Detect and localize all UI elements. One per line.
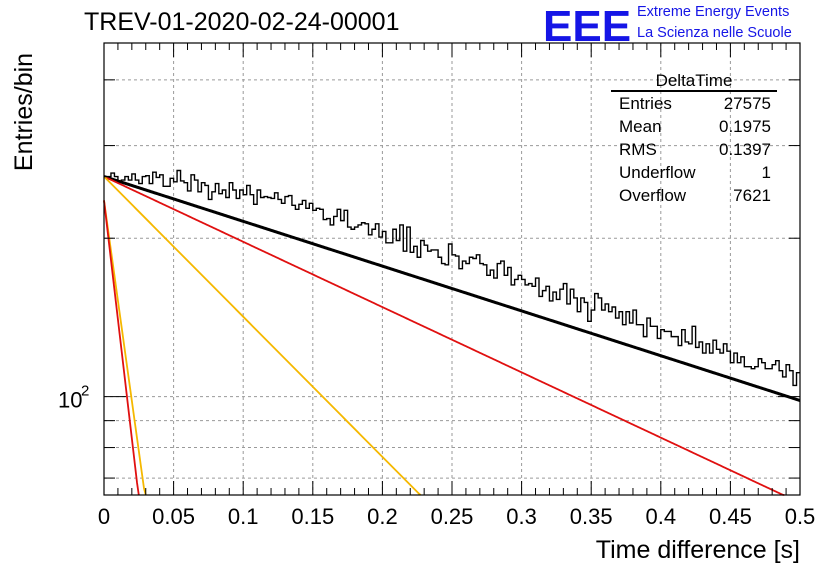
stats-row: Mean 0.1975 xyxy=(611,115,777,138)
stats-row: RMS 0.1397 xyxy=(611,138,777,161)
fit-curve-slow xyxy=(103,175,785,496)
fit-curve-total xyxy=(103,175,801,402)
fit-curve-medium xyxy=(103,175,422,496)
plot-title: TREV-01-2020-02-24-00001 xyxy=(84,8,400,36)
x-tick-label: 0.15 xyxy=(291,504,334,529)
x-tick-label: 0.25 xyxy=(431,504,474,529)
stats-label: Underflow xyxy=(619,163,696,182)
axes: 0 0.05 0.1 0.15 0.2 0.25 0.3 0.35 0.4 0.45 0.5 102 xyxy=(58,43,815,529)
stats-value: 27575 xyxy=(723,94,771,113)
x-tick-label: 0.5 xyxy=(785,504,816,529)
x-tick-label: 0.45 xyxy=(709,504,752,529)
plot-area xyxy=(104,43,800,495)
histogram xyxy=(104,169,800,387)
stats-title: DeltaTime xyxy=(611,69,777,92)
logo-line-2: La Scienza nelle Scuole xyxy=(637,25,792,41)
fit-curves xyxy=(103,175,801,496)
histogram-line xyxy=(104,169,800,387)
grid xyxy=(104,43,800,495)
x-axis-label: Time difference [s] xyxy=(596,536,800,564)
stats-box: DeltaTime Entries 27575 Mean 0.1975 RMS 0.139… xyxy=(611,69,777,207)
stats-row: Overflow 7621 xyxy=(611,184,777,207)
stats-value: 1 xyxy=(761,163,771,182)
x-tick-label: 0.2 xyxy=(367,504,398,529)
y-tick-label: 10 xyxy=(58,388,82,413)
x-tick-label: 0.1 xyxy=(228,504,259,529)
fit-curve-fast-red xyxy=(103,200,140,496)
stats-label: Overflow xyxy=(619,186,687,205)
y-axis-label: Entries/bin xyxy=(10,53,38,171)
x-tick-label: 0 xyxy=(98,504,110,529)
eee-logo: EEE xyxy=(543,2,632,51)
x-tick-label: 0.4 xyxy=(646,504,677,529)
stats-row: Entries 27575 xyxy=(611,92,777,115)
fit-curve-fast-orange xyxy=(103,200,147,496)
y-tick-exponent: 2 xyxy=(81,383,89,400)
stats-rows: Entries 27575 Mean 0.1975 RMS 0.1397 Underflow… xyxy=(611,92,777,207)
stats-label: Mean xyxy=(619,117,662,136)
stats-label: Entries xyxy=(619,94,672,113)
stats-value: 7621 xyxy=(733,186,771,205)
stats-value: 0.1975 xyxy=(719,117,771,136)
stats-label: RMS xyxy=(619,140,657,159)
x-tick-label: 0.35 xyxy=(570,504,613,529)
stats-value: 0.1397 xyxy=(719,140,771,159)
x-tick-label: 0.05 xyxy=(152,504,195,529)
x-tick-label: 0.3 xyxy=(506,504,537,529)
logo-line-1: Extreme Energy Events xyxy=(637,4,790,20)
stats-row: Underflow 1 xyxy=(611,161,777,184)
